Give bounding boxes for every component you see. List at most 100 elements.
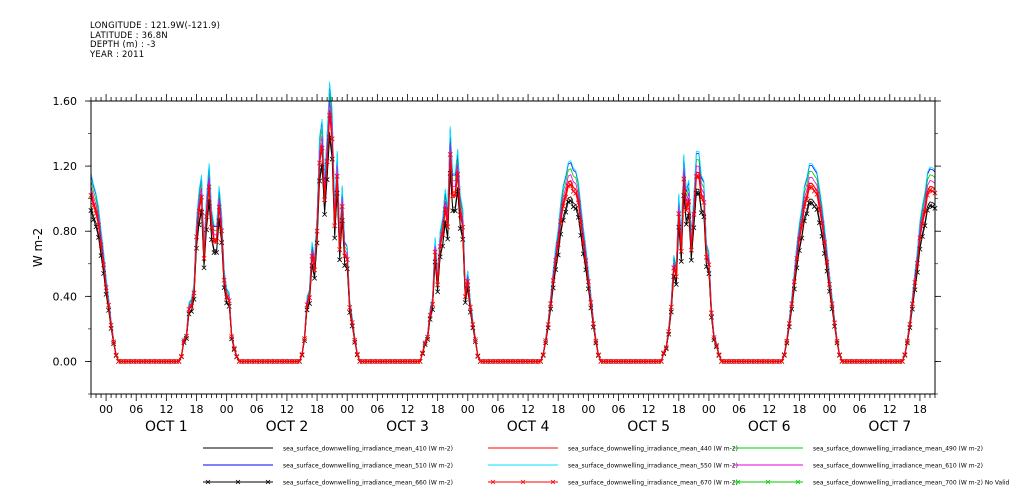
- series-marker-7: [713, 342, 719, 348]
- series-marker-6: [688, 257, 694, 263]
- x-tick-label: 18: [672, 403, 686, 416]
- series-marker-7: [814, 191, 820, 197]
- series-marker-7: [231, 345, 237, 351]
- series-marker-7: [460, 224, 466, 230]
- series-marker-7: [457, 212, 463, 218]
- series-marker-7: [829, 301, 835, 307]
- series-marker-7: [904, 338, 910, 344]
- y-tick-label: 0.00: [53, 355, 78, 368]
- series-marker-7: [560, 203, 566, 209]
- series-marker-7: [827, 281, 832, 287]
- series-marker-7: [824, 259, 830, 265]
- series-marker-7: [332, 223, 338, 229]
- series-marker-6: [565, 199, 571, 205]
- series-marker-7: [219, 228, 225, 234]
- series-marker-7: [837, 352, 843, 358]
- series-marker-7: [568, 182, 574, 188]
- series-marker-7: [663, 345, 669, 351]
- x-day-label: OCT 7: [868, 419, 911, 435]
- series-marker-7: [470, 322, 476, 327]
- x-tick-label: 06: [129, 403, 143, 416]
- legend-marker: [235, 479, 241, 485]
- series-marker-7: [553, 257, 559, 263]
- x-tick-label: 18: [310, 403, 324, 416]
- series-marker-7: [307, 295, 313, 301]
- x-tick-label: 06: [250, 403, 264, 416]
- series-marker-7: [352, 337, 358, 343]
- latitude-text: LATITUDE : 36.8N: [90, 30, 168, 41]
- series-marker-6: [804, 211, 810, 217]
- series-marker-7: [698, 195, 704, 201]
- series-marker-7: [555, 241, 561, 247]
- legend-label: sea_surface_downwelling_irradiance_mean_…: [813, 463, 983, 470]
- x-tick-label: 18: [551, 403, 565, 416]
- series-marker-7: [696, 174, 702, 180]
- series-marker-7: [299, 352, 305, 357]
- x-tick-label: 06: [370, 403, 384, 416]
- series-marker-6: [437, 254, 443, 260]
- series-marker-7: [183, 333, 189, 339]
- y-axis-label: W m-2: [31, 228, 45, 267]
- plot-lines: [88, 81, 938, 364]
- plot-border: [90, 100, 936, 395]
- series-marker-7: [784, 338, 790, 344]
- series-marker-7: [816, 206, 822, 212]
- longitude-text: LONGITUDE : 121.9W(-121.9): [90, 21, 221, 31]
- series-marker-6: [462, 300, 468, 306]
- series-marker-7: [93, 210, 99, 216]
- series-marker-7: [209, 224, 215, 230]
- x-tick-label: 00: [461, 403, 475, 416]
- series-marker-6: [314, 240, 320, 246]
- year-text: YEAR : 2011: [90, 49, 145, 60]
- series-marker-7: [199, 194, 205, 200]
- series-marker-7: [573, 190, 579, 196]
- y-tick-label: 0.40: [53, 290, 78, 303]
- series-marker-7: [344, 256, 350, 262]
- series-marker-6: [322, 211, 328, 217]
- series-marker-7: [583, 258, 589, 264]
- series-marker-7: [595, 352, 601, 358]
- x-day-label: OCT 6: [748, 419, 791, 435]
- series-marker-6: [214, 249, 220, 255]
- series-marker-7: [462, 294, 468, 300]
- legend-label: sea_surface_downwelling_irradiance_mean_…: [813, 446, 983, 453]
- series-marker-7: [342, 253, 348, 259]
- series-marker-7: [178, 353, 184, 359]
- y-tick-label: 0.80: [53, 225, 78, 238]
- series-marker-7: [789, 301, 795, 307]
- series-marker-7: [111, 339, 117, 345]
- legend-label: sea_surface_downwelling_irradiance_mean_…: [283, 446, 453, 453]
- series-marker-7: [588, 300, 594, 306]
- legend-marker: [795, 479, 801, 485]
- legend-label: sea_surface_downwelling_irradiance_mean_…: [568, 446, 738, 453]
- legend-marker: [265, 479, 271, 485]
- series-marker-6: [312, 275, 318, 281]
- series-marker-7: [688, 247, 694, 253]
- series-marker-6: [317, 178, 323, 184]
- series-marker-7: [538, 358, 544, 364]
- series-marker-7: [794, 256, 800, 262]
- series-marker-6: [563, 209, 569, 215]
- x-tick-label: 00: [99, 403, 113, 416]
- x-tick-label: 12: [642, 403, 656, 416]
- x-tick-label: 18: [190, 403, 204, 416]
- series-marker-7: [194, 234, 199, 240]
- series-marker-7: [575, 200, 581, 206]
- series-marker-7: [339, 204, 345, 209]
- series-marker-7: [809, 184, 815, 190]
- series-marker-6: [703, 264, 709, 270]
- x-tick-label: 00: [340, 403, 354, 416]
- series-marker-7: [781, 352, 787, 358]
- series-marker-6: [683, 221, 689, 227]
- series-marker-6: [548, 306, 554, 312]
- x-day-label: OCT 1: [145, 419, 188, 435]
- legend-label: sea_surface_downwelling_irradiance_mean_…: [568, 463, 738, 470]
- series-marker-7: [716, 352, 722, 358]
- series-marker-7: [229, 334, 235, 340]
- legend-marker: [735, 479, 741, 485]
- series-marker-7: [691, 211, 697, 217]
- series-marker-7: [191, 290, 197, 296]
- series-marker-6: [91, 217, 96, 223]
- series-marker-7: [98, 242, 104, 248]
- series-marker-7: [786, 320, 792, 326]
